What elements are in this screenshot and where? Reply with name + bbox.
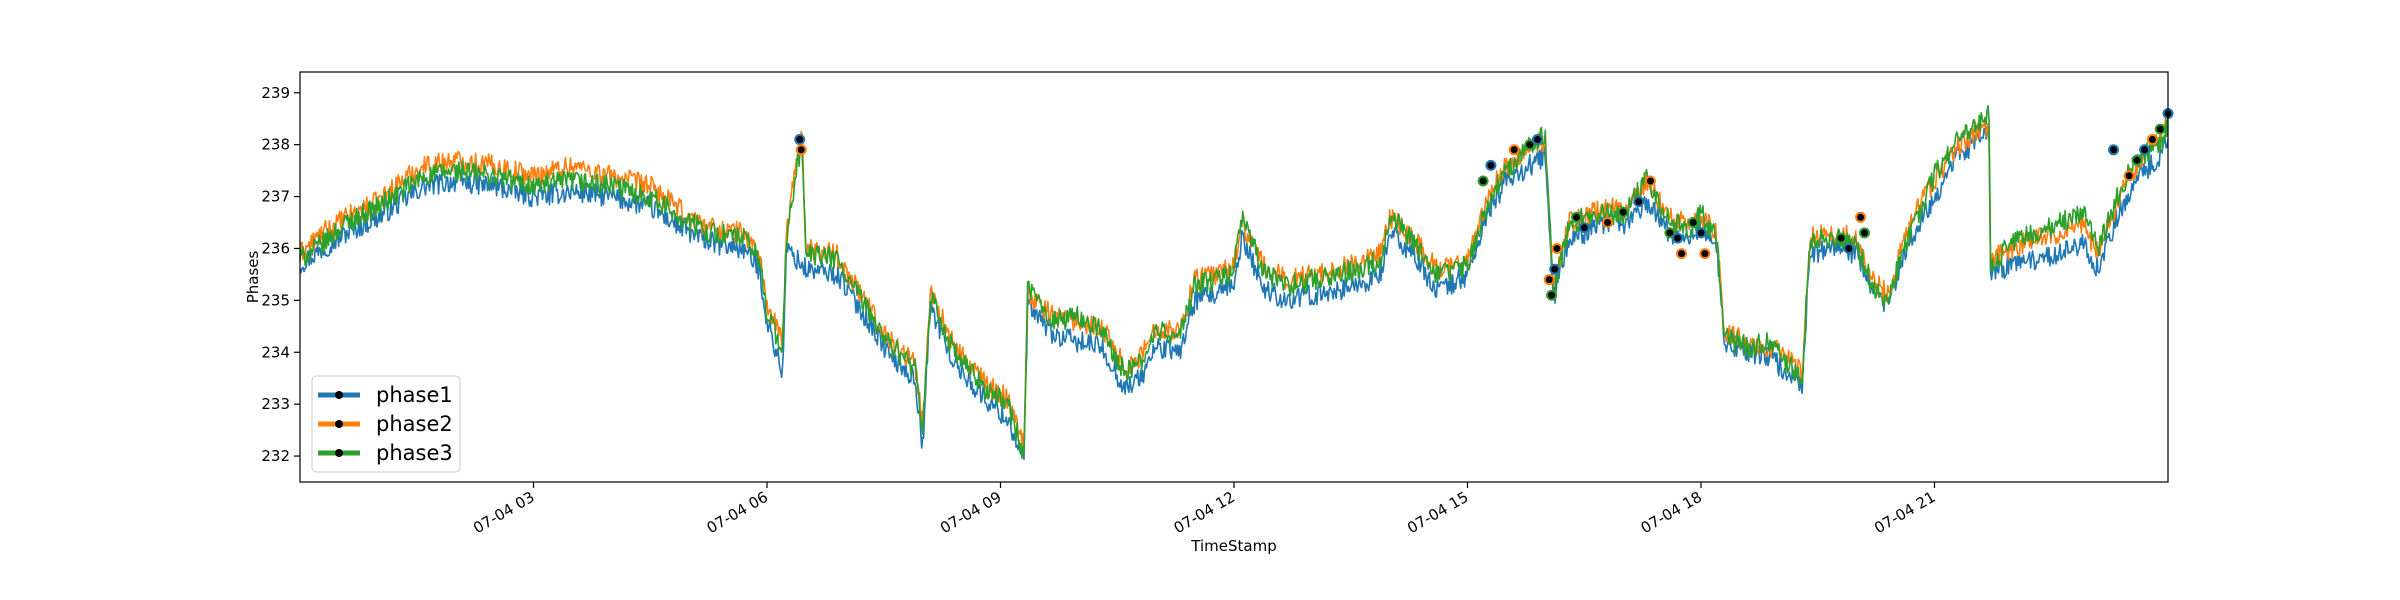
x-tick-label: 07-04 15 bbox=[1404, 488, 1471, 537]
x-tick-label: 07-04 09 bbox=[937, 488, 1004, 537]
anomaly-marker bbox=[1532, 134, 1543, 145]
y-tick-label: 234 bbox=[261, 343, 290, 361]
anomaly-marker bbox=[2154, 123, 2166, 135]
anomaly-marker bbox=[1695, 227, 1707, 239]
y-tick-label: 238 bbox=[261, 136, 290, 154]
anomaly-marker bbox=[1633, 196, 1645, 208]
anomaly-marker bbox=[1571, 211, 1582, 223]
anomaly-marker bbox=[1477, 175, 1489, 187]
anomaly-marker bbox=[1485, 159, 1497, 171]
anomaly-marker bbox=[1843, 243, 1855, 254]
anomaly-marker bbox=[1855, 211, 1867, 223]
y-axis-label: Phases bbox=[244, 251, 262, 304]
y-tick-label: 233 bbox=[261, 395, 290, 413]
y-tick-label: 236 bbox=[261, 239, 290, 257]
x-tick-label: 07-04 21 bbox=[1871, 488, 1938, 537]
anomaly-marker bbox=[2123, 170, 2135, 182]
anomaly-marker bbox=[1644, 175, 1656, 187]
anomaly-marker bbox=[1578, 222, 1590, 234]
anomaly-marker bbox=[1543, 274, 1555, 286]
anomaly-marker bbox=[1687, 217, 1699, 228]
anomaly-marker bbox=[2108, 144, 2119, 156]
y-axis: 232 233 234 235 236 237 238 239 bbox=[261, 84, 300, 465]
y-tick-label: 235 bbox=[261, 291, 290, 309]
legend-box bbox=[311, 375, 461, 473]
legend-label-phase1: phase1 bbox=[376, 383, 453, 407]
anomaly-marker bbox=[1699, 248, 1711, 260]
x-tick-label: 07-04 12 bbox=[1171, 488, 1238, 537]
legend-item-phase1: phase1 bbox=[318, 383, 453, 407]
anomaly-marker bbox=[1664, 227, 1676, 239]
legend-marker-phase2 bbox=[335, 420, 343, 428]
anomaly-marker bbox=[2131, 154, 2143, 166]
anomaly-marker bbox=[1549, 263, 1561, 275]
legend-item-phase3: phase3 bbox=[318, 441, 453, 465]
legend-label-phase3: phase3 bbox=[376, 441, 453, 465]
legend-label-phase2: phase2 bbox=[376, 412, 453, 436]
anomaly-marker bbox=[1672, 232, 1684, 244]
y-tick-label: 232 bbox=[261, 447, 290, 465]
anomaly-marker bbox=[1524, 139, 1536, 151]
anomaly-markers bbox=[794, 108, 2174, 301]
legend-marker-phase3 bbox=[335, 449, 343, 457]
legend-item-phase2: phase2 bbox=[318, 412, 453, 436]
y-tick-label: 239 bbox=[261, 84, 290, 102]
anomaly-marker bbox=[794, 134, 806, 145]
plot-area bbox=[299, 71, 2174, 483]
y-tick-label: 237 bbox=[261, 188, 290, 206]
anomaly-marker bbox=[1602, 217, 1614, 228]
x-tick-label: 07-04 18 bbox=[1638, 488, 1705, 537]
x-axis: 07-04 03 07-04 06 07-04 09 07-04 12 07-04 15… bbox=[470, 482, 1939, 537]
anomaly-marker bbox=[1508, 144, 1520, 156]
legend-marker-phase1 bbox=[335, 391, 343, 399]
series-line-phase3 bbox=[299, 104, 2169, 459]
legend: phase1 phase2 phase3 bbox=[311, 375, 461, 473]
anomaly-marker bbox=[1835, 232, 1847, 244]
anomaly-marker bbox=[1551, 243, 1563, 254]
anomaly-marker bbox=[2139, 144, 2151, 156]
anomaly-marker bbox=[1546, 289, 1558, 301]
axes-frame bbox=[299, 71, 2169, 483]
x-axis-label: TimeStamp bbox=[1190, 537, 1276, 555]
anomaly-marker bbox=[795, 144, 807, 156]
series-lines bbox=[299, 104, 2169, 461]
x-tick-label: 07-04 06 bbox=[704, 488, 771, 537]
anomaly-marker bbox=[1676, 248, 1687, 260]
anomaly-marker bbox=[2146, 134, 2158, 145]
x-tick-label: 07-04 03 bbox=[470, 488, 537, 537]
anomaly-marker bbox=[1617, 206, 1629, 218]
anomaly-marker bbox=[1859, 227, 1870, 239]
